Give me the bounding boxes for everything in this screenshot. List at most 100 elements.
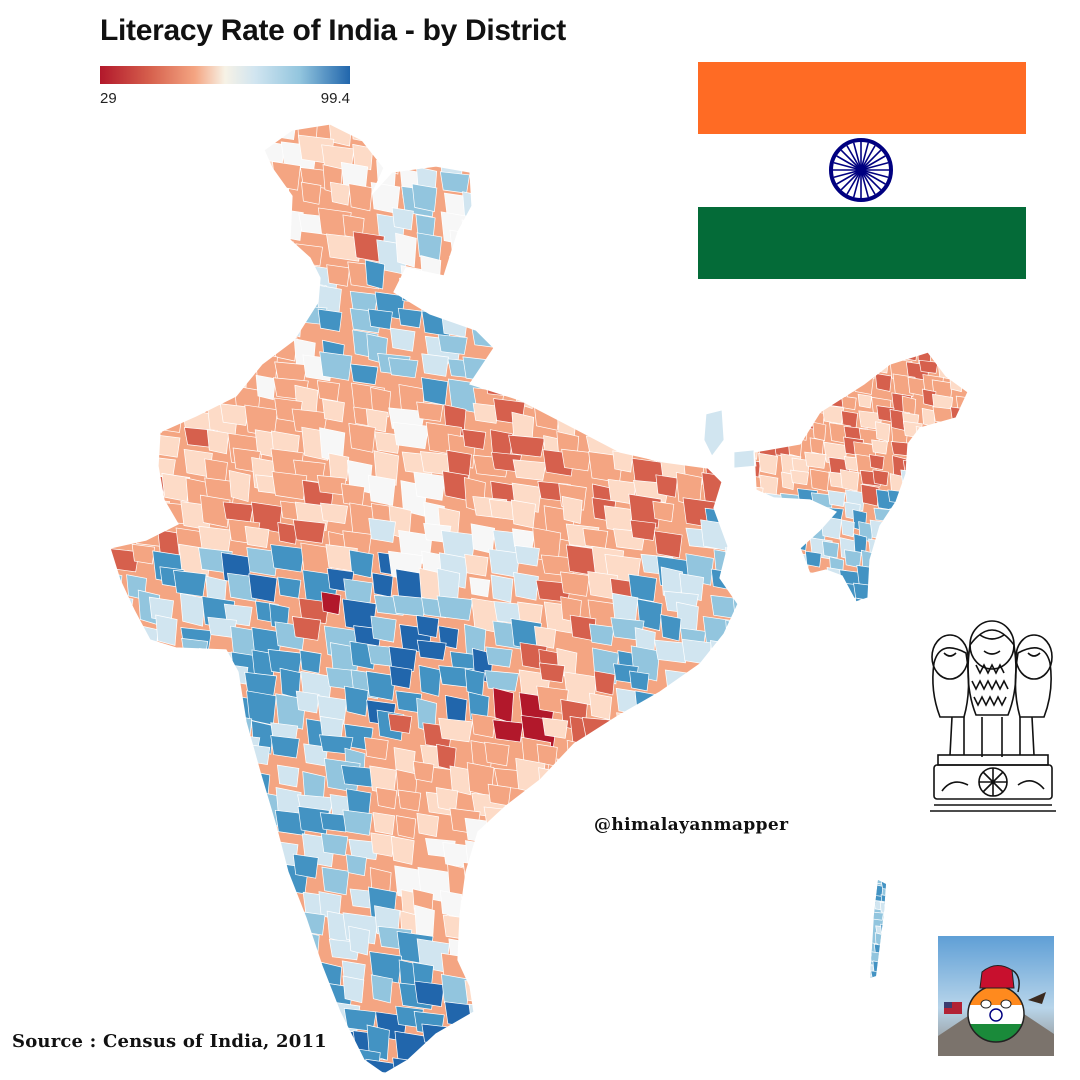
district-cell	[839, 377, 856, 392]
district-cell	[895, 930, 905, 944]
legend-gradient-bar	[100, 66, 350, 84]
district-cell	[662, 743, 692, 768]
district-cell	[609, 928, 634, 953]
district-cell	[822, 540, 840, 559]
district-cell	[734, 573, 738, 605]
district-cell	[654, 168, 687, 193]
district-cell	[317, 308, 343, 332]
district-cell	[256, 957, 292, 989]
district-cell	[131, 387, 152, 423]
district-cell	[421, 353, 449, 377]
district-cell	[535, 1048, 565, 1074]
district-cell	[563, 285, 600, 318]
district-cell	[687, 242, 722, 276]
small-region	[733, 449, 757, 469]
district-cell	[836, 352, 861, 360]
district-cell	[469, 577, 491, 598]
district-cell	[704, 138, 728, 174]
district-cell	[110, 624, 131, 646]
district-cell	[246, 933, 271, 967]
district-cell	[902, 352, 918, 362]
district-cell	[467, 915, 500, 941]
district-cell	[471, 713, 496, 738]
district-cell	[631, 207, 655, 233]
district-cell	[923, 566, 947, 591]
district-cell	[874, 372, 892, 392]
district-cell	[710, 668, 738, 702]
district-cell	[608, 885, 634, 916]
district-cell	[881, 970, 886, 978]
district-cell	[439, 171, 470, 194]
district-cell	[298, 597, 330, 625]
district-cell	[820, 515, 842, 540]
district-cell	[778, 537, 793, 558]
district-cell	[636, 400, 663, 432]
district-cell	[533, 257, 563, 282]
district-cell	[712, 1072, 738, 1074]
district-cell	[890, 523, 914, 545]
district-cell	[484, 741, 510, 767]
district-cell	[756, 554, 785, 582]
district-cell	[233, 332, 263, 366]
district-cell	[132, 720, 166, 752]
district-cell	[560, 302, 581, 329]
district-cell	[320, 833, 349, 856]
district-cell	[110, 382, 130, 419]
district-cell	[492, 338, 516, 370]
district-cell	[869, 599, 893, 602]
district-cell	[514, 253, 549, 290]
district-cell	[174, 124, 198, 149]
district-cell	[967, 486, 968, 505]
district-cell	[561, 162, 596, 190]
district-cell	[591, 192, 624, 223]
district-cell	[205, 758, 240, 780]
district-cell	[492, 687, 514, 724]
district-cell	[494, 982, 528, 1009]
district-cell	[728, 310, 738, 337]
district-cell	[590, 255, 624, 289]
district-cell	[935, 535, 953, 558]
district-cell	[319, 812, 349, 833]
district-cell	[653, 183, 677, 209]
district-cell	[665, 950, 691, 983]
district-cell	[229, 865, 264, 887]
district-cell	[534, 1010, 556, 1038]
district-cell	[565, 262, 590, 296]
district-cell	[344, 685, 369, 717]
district-cell	[413, 471, 446, 501]
district-cell	[754, 356, 756, 372]
district-cell	[665, 878, 691, 903]
district-cell	[231, 902, 260, 933]
district-cell	[136, 744, 163, 779]
district-cell	[222, 501, 254, 523]
district-cell	[685, 866, 706, 901]
district-cell	[131, 543, 155, 565]
district-cell	[761, 411, 776, 425]
district-cell	[750, 117, 776, 136]
district-cell	[246, 915, 273, 944]
author-credit: @himalayanmapper	[594, 815, 789, 835]
district-cell	[653, 901, 677, 935]
district-cell	[230, 284, 260, 306]
district-cell	[196, 734, 223, 769]
district-cell	[110, 411, 130, 437]
district-cell	[967, 501, 968, 518]
district-cell	[754, 419, 759, 442]
district-cell	[870, 880, 873, 891]
district-cell	[465, 952, 498, 989]
district-cell	[702, 217, 728, 250]
district-cell	[630, 956, 665, 980]
district-cell	[219, 403, 249, 426]
district-cell	[327, 1050, 358, 1073]
district-cell	[805, 604, 826, 626]
district-cell	[956, 440, 968, 455]
district-cell	[788, 605, 809, 620]
district-cell	[257, 864, 292, 888]
district-cell	[185, 888, 208, 915]
district-cell	[588, 623, 615, 646]
district-cell	[757, 929, 780, 953]
district-cell	[397, 789, 422, 812]
district-cell	[513, 1071, 541, 1074]
district-cell	[591, 745, 613, 781]
district-cell	[615, 1048, 640, 1074]
